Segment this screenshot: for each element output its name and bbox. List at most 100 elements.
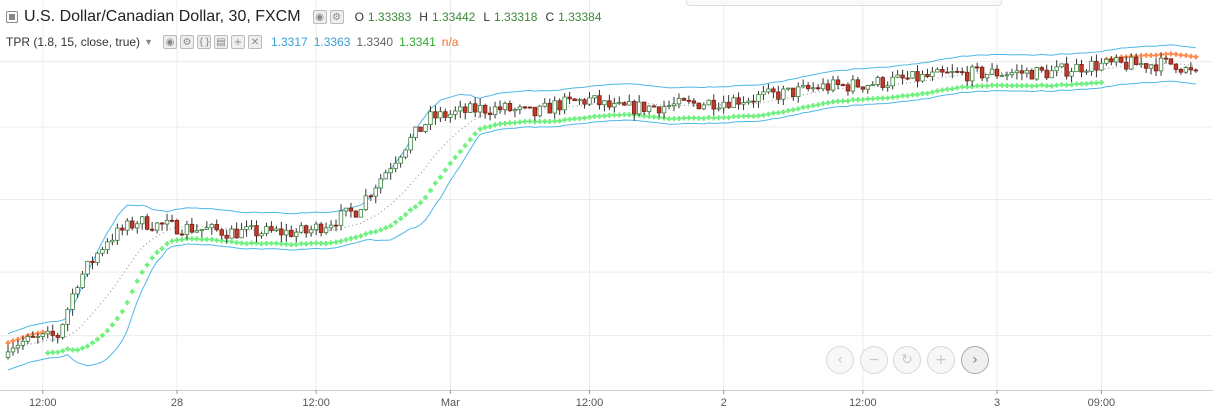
candle-down bbox=[174, 220, 180, 235]
indicator-name[interactable]: TPR (1.8, 15, close, true) bbox=[6, 35, 141, 49]
candle-down bbox=[791, 87, 796, 97]
candle-down bbox=[1143, 63, 1149, 69]
candle-up bbox=[1099, 62, 1104, 71]
lower-band-line bbox=[7, 80, 1196, 371]
candle-down bbox=[547, 102, 552, 114]
add-icon[interactable]: + bbox=[230, 35, 245, 49]
candle-up bbox=[935, 69, 940, 73]
candle-up bbox=[209, 224, 214, 229]
candle-down bbox=[1133, 56, 1139, 66]
candle-up bbox=[766, 88, 771, 93]
candle-up bbox=[1054, 66, 1059, 72]
candle-down bbox=[925, 73, 930, 77]
candle-up bbox=[100, 249, 105, 254]
candle-up bbox=[612, 103, 617, 108]
candle-up bbox=[95, 252, 100, 263]
candle-down bbox=[974, 66, 980, 69]
scroll-right-button[interactable]: › bbox=[961, 346, 989, 374]
candle-up bbox=[796, 86, 801, 97]
candle-down bbox=[940, 69, 945, 73]
candle-down bbox=[1079, 63, 1084, 73]
zoom-in-button[interactable]: + bbox=[927, 346, 955, 374]
indicator-value-trail-up: 1.3341 bbox=[399, 35, 436, 49]
candle-down bbox=[1029, 70, 1035, 80]
candle-up bbox=[438, 111, 443, 119]
reset-chart-button[interactable]: ↻ bbox=[893, 346, 921, 374]
candle-up bbox=[1014, 70, 1020, 74]
candle-up bbox=[577, 99, 582, 102]
candle-up bbox=[865, 85, 871, 90]
ohlc-low-label: L bbox=[483, 10, 491, 24]
candle-up bbox=[264, 226, 269, 235]
candle-up bbox=[627, 101, 632, 106]
candle-up bbox=[35, 336, 41, 338]
candle-up bbox=[1069, 71, 1074, 77]
ohlc-open-value: 1.33383 bbox=[367, 10, 412, 24]
candle-up bbox=[1114, 57, 1119, 63]
candle-up bbox=[383, 172, 388, 180]
scroll-left-button[interactable]: ‹ bbox=[826, 346, 854, 374]
zoom-out-button[interactable]: − bbox=[860, 346, 888, 374]
candle-up bbox=[746, 100, 751, 103]
candle-down bbox=[597, 95, 602, 106]
candle-down bbox=[90, 260, 95, 263]
upper-band-line bbox=[7, 44, 1196, 335]
candle-down bbox=[945, 71, 950, 74]
settings-icon[interactable]: ⚙ bbox=[179, 35, 194, 49]
candle-up bbox=[542, 102, 547, 107]
settings-icon[interactable]: ⚙ bbox=[329, 10, 344, 24]
candle-up bbox=[65, 309, 70, 325]
candle-down bbox=[418, 126, 423, 132]
candle-up bbox=[80, 273, 85, 288]
candle-up bbox=[701, 104, 706, 110]
candle-down bbox=[30, 336, 36, 338]
indicator-value-upper-band: 1.3363 bbox=[313, 35, 351, 49]
eye-icon[interactable]: ◉ bbox=[312, 10, 327, 24]
candle-down bbox=[557, 100, 562, 111]
candle-up bbox=[870, 84, 875, 86]
candle-up bbox=[731, 97, 736, 108]
candle-up bbox=[477, 104, 483, 113]
ohlc-high-label: H bbox=[419, 10, 428, 24]
candle-up bbox=[358, 209, 364, 218]
candle-down bbox=[50, 330, 55, 336]
candle-down bbox=[1188, 67, 1194, 71]
symbol-title[interactable]: U.S. Dollar/Canadian Dollar, 30, FXCM bbox=[24, 8, 301, 25]
candle-up bbox=[229, 228, 234, 239]
candle-up bbox=[259, 233, 264, 237]
chevron-down-icon[interactable]: ▼ bbox=[144, 37, 153, 47]
candle-up bbox=[154, 222, 160, 231]
x-axis-tick-label: 12:00 bbox=[29, 397, 57, 409]
x-axis-tick-label: 2 bbox=[721, 397, 727, 409]
toolbar-tab[interactable] bbox=[686, 0, 1002, 6]
candle-down bbox=[234, 228, 239, 239]
candle-down bbox=[696, 102, 702, 110]
candle-down bbox=[880, 77, 885, 88]
indicator-value-basis: 1.3340 bbox=[356, 35, 394, 49]
x-axis-tick-label: 3 bbox=[994, 397, 1000, 409]
candle-down bbox=[303, 225, 309, 234]
candle-up bbox=[423, 124, 428, 132]
candle-up bbox=[810, 87, 816, 90]
candle-up bbox=[676, 98, 682, 105]
candle-down bbox=[353, 210, 359, 218]
candle-down bbox=[622, 102, 627, 106]
symbol-marker-icon bbox=[6, 11, 18, 23]
more-icon[interactable]: ▤ bbox=[213, 35, 228, 49]
candle-up bbox=[830, 79, 836, 91]
close-icon[interactable]: ✕ bbox=[247, 35, 262, 49]
candle-up bbox=[1089, 60, 1094, 72]
candle-down bbox=[825, 83, 831, 91]
candle-up bbox=[1104, 58, 1109, 64]
source-code-icon[interactable]: {} bbox=[196, 35, 211, 49]
x-axis-tick-label: 12:00 bbox=[302, 397, 330, 409]
candle-down bbox=[532, 106, 538, 117]
candle-down bbox=[711, 99, 716, 110]
candle-down bbox=[860, 86, 866, 90]
candle-down bbox=[169, 219, 175, 222]
candle-up bbox=[562, 96, 567, 111]
eye-icon[interactable]: ◉ bbox=[162, 35, 177, 49]
candle-down bbox=[482, 104, 488, 114]
